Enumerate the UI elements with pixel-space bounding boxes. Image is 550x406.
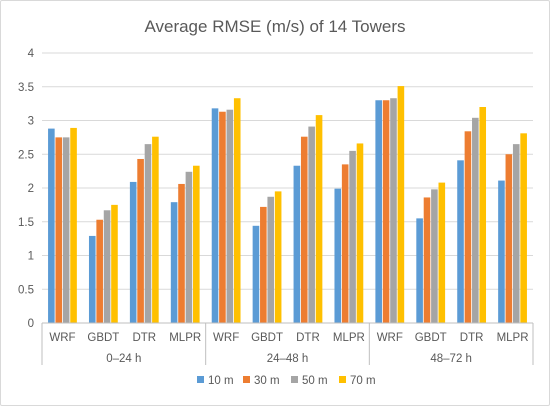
bar — [252, 225, 260, 323]
bar — [185, 171, 193, 323]
bar — [219, 111, 226, 323]
legend: 10 m 30 m 50 m 70 m — [197, 375, 376, 387]
bar — [260, 206, 267, 323]
legend-swatch — [291, 376, 298, 383]
bar — [423, 197, 431, 323]
y-axis-ticks: 0 0.5 1 1.5 2 2.5 3 3.5 4 — [18, 48, 35, 330]
bar — [226, 109, 234, 323]
x-category-label: WRF — [213, 332, 239, 344]
x-category-label: WRF — [377, 332, 403, 344]
bars — [48, 86, 527, 323]
bar — [170, 202, 178, 323]
bar — [479, 107, 487, 323]
bar — [300, 136, 308, 323]
y-tick-label: 1.5 — [18, 217, 34, 229]
bar — [457, 160, 464, 323]
bar — [152, 136, 159, 323]
bar — [472, 117, 479, 323]
x-category-label: GBDT — [251, 332, 283, 344]
bar — [397, 86, 405, 323]
bar — [375, 100, 382, 323]
legend-label: 10 m — [208, 375, 234, 387]
x-category-label: GBDT — [415, 332, 447, 344]
bar — [390, 98, 397, 323]
bar — [70, 127, 77, 323]
bar — [416, 218, 423, 323]
y-tick-label: 4 — [28, 48, 35, 60]
x-category-label: WRF — [49, 332, 75, 344]
bar — [267, 196, 275, 323]
x-category-label: MLPR — [169, 332, 201, 344]
bar — [137, 158, 144, 323]
bar — [334, 188, 342, 323]
bar — [431, 189, 438, 323]
bar — [520, 133, 527, 323]
bar — [111, 204, 118, 323]
bar — [211, 108, 219, 323]
bar — [315, 115, 323, 323]
bar — [193, 165, 200, 323]
bar — [178, 183, 185, 323]
bar — [129, 181, 137, 323]
x-group-label: 0–24 h — [106, 353, 141, 365]
bar — [308, 126, 315, 323]
bar — [464, 131, 472, 323]
bar — [233, 98, 241, 323]
bar — [341, 164, 349, 323]
x-axis — [41, 322, 534, 365]
y-tick-label: 3.5 — [18, 82, 34, 94]
bar — [88, 235, 96, 323]
bar — [349, 150, 356, 323]
x-category-label: DTR — [296, 332, 320, 344]
bar — [512, 144, 520, 323]
legend-label: 30 m — [254, 375, 280, 387]
y-tick-label: 3 — [28, 116, 34, 128]
chart-title: Average RMSE (m/s) of 14 Towers — [144, 17, 405, 36]
y-tick-label: 2.5 — [18, 149, 34, 161]
bar — [48, 128, 55, 323]
x-category-label: GBDT — [87, 332, 119, 344]
bar — [274, 191, 282, 323]
bar — [438, 182, 446, 323]
bar — [96, 219, 103, 323]
x-group-label: 48–72 h — [430, 353, 472, 365]
bar — [356, 143, 364, 323]
gridlines — [42, 52, 533, 290]
x-category-label: MLPR — [333, 332, 365, 344]
bar — [382, 100, 390, 323]
legend-swatch — [339, 376, 346, 383]
bar — [55, 137, 63, 323]
bar — [103, 210, 111, 323]
x-group-label: 24–48 h — [267, 353, 309, 365]
legend-swatch — [197, 376, 204, 383]
y-tick-label: 0.5 — [18, 284, 34, 296]
bar — [505, 154, 513, 323]
legend-swatch — [243, 376, 250, 383]
y-tick-label: 2 — [28, 183, 34, 195]
x-category-label: DTR — [460, 332, 484, 344]
legend-label: 70 m — [350, 375, 376, 387]
x-category-label: MLPR — [497, 332, 529, 344]
y-tick-label: 1 — [28, 251, 34, 263]
x-axis-categories: WRF GBDT DTR MLPR 0–24 h WRF GBDT DTR MLPR 24–48 … — [49, 332, 528, 365]
bar — [293, 165, 301, 323]
bar — [62, 137, 70, 323]
legend-label: 50 m — [302, 375, 328, 387]
bar — [498, 180, 505, 323]
y-tick-label: 0 — [28, 318, 34, 330]
bar — [144, 144, 152, 323]
x-category-label: DTR — [132, 332, 156, 344]
